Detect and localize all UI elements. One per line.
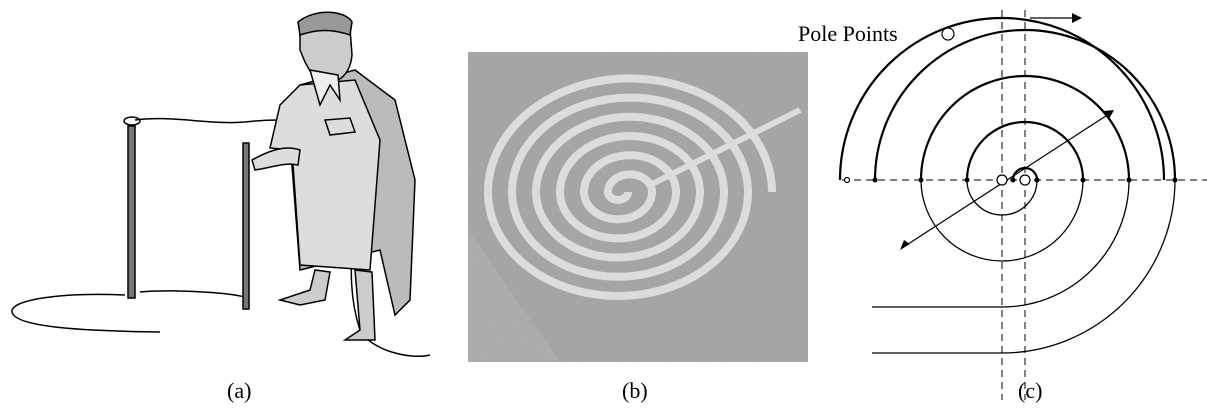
lower-arc: [872, 180, 1175, 353]
pole-point: [1020, 175, 1030, 185]
panel-a: [12, 12, 430, 356]
axis-dot: [1035, 178, 1040, 183]
legend-marker: [942, 28, 954, 40]
caption: (b): [622, 378, 648, 403]
axis-dot: [873, 178, 878, 183]
caption: (a): [227, 378, 251, 403]
figure: Pole Points (a) (b) (c): [0, 0, 1207, 408]
panel-b: [468, 52, 808, 362]
axis-dot: [919, 178, 924, 183]
axis-dot: [1127, 178, 1132, 183]
axis-dot: [1081, 178, 1086, 183]
axis-dot: [1173, 178, 1178, 183]
lower-arc: [872, 180, 1129, 307]
pole-point: [997, 175, 1007, 185]
axis-dot: [965, 178, 970, 183]
axis-dot: [1011, 178, 1016, 183]
caption: (c): [1018, 378, 1042, 403]
legend-label: Pole Points: [798, 21, 898, 46]
upper-arc: [921, 76, 1129, 180]
panel-c: [840, 10, 1207, 400]
